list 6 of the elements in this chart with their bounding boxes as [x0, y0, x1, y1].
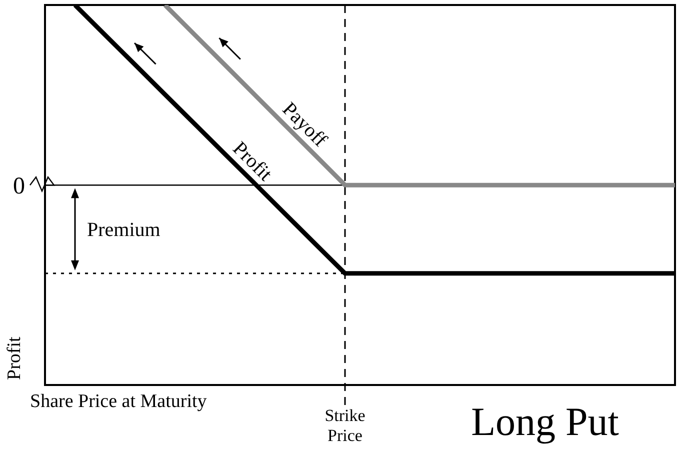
text: Strike Price [324, 406, 366, 445]
y-axis-title: Profit [4, 336, 25, 380]
text: 0 [13, 173, 25, 200]
annotation: Premium [87, 219, 161, 242]
text: Long Put [471, 399, 619, 444]
text: Share Price at Maturity [30, 391, 208, 412]
